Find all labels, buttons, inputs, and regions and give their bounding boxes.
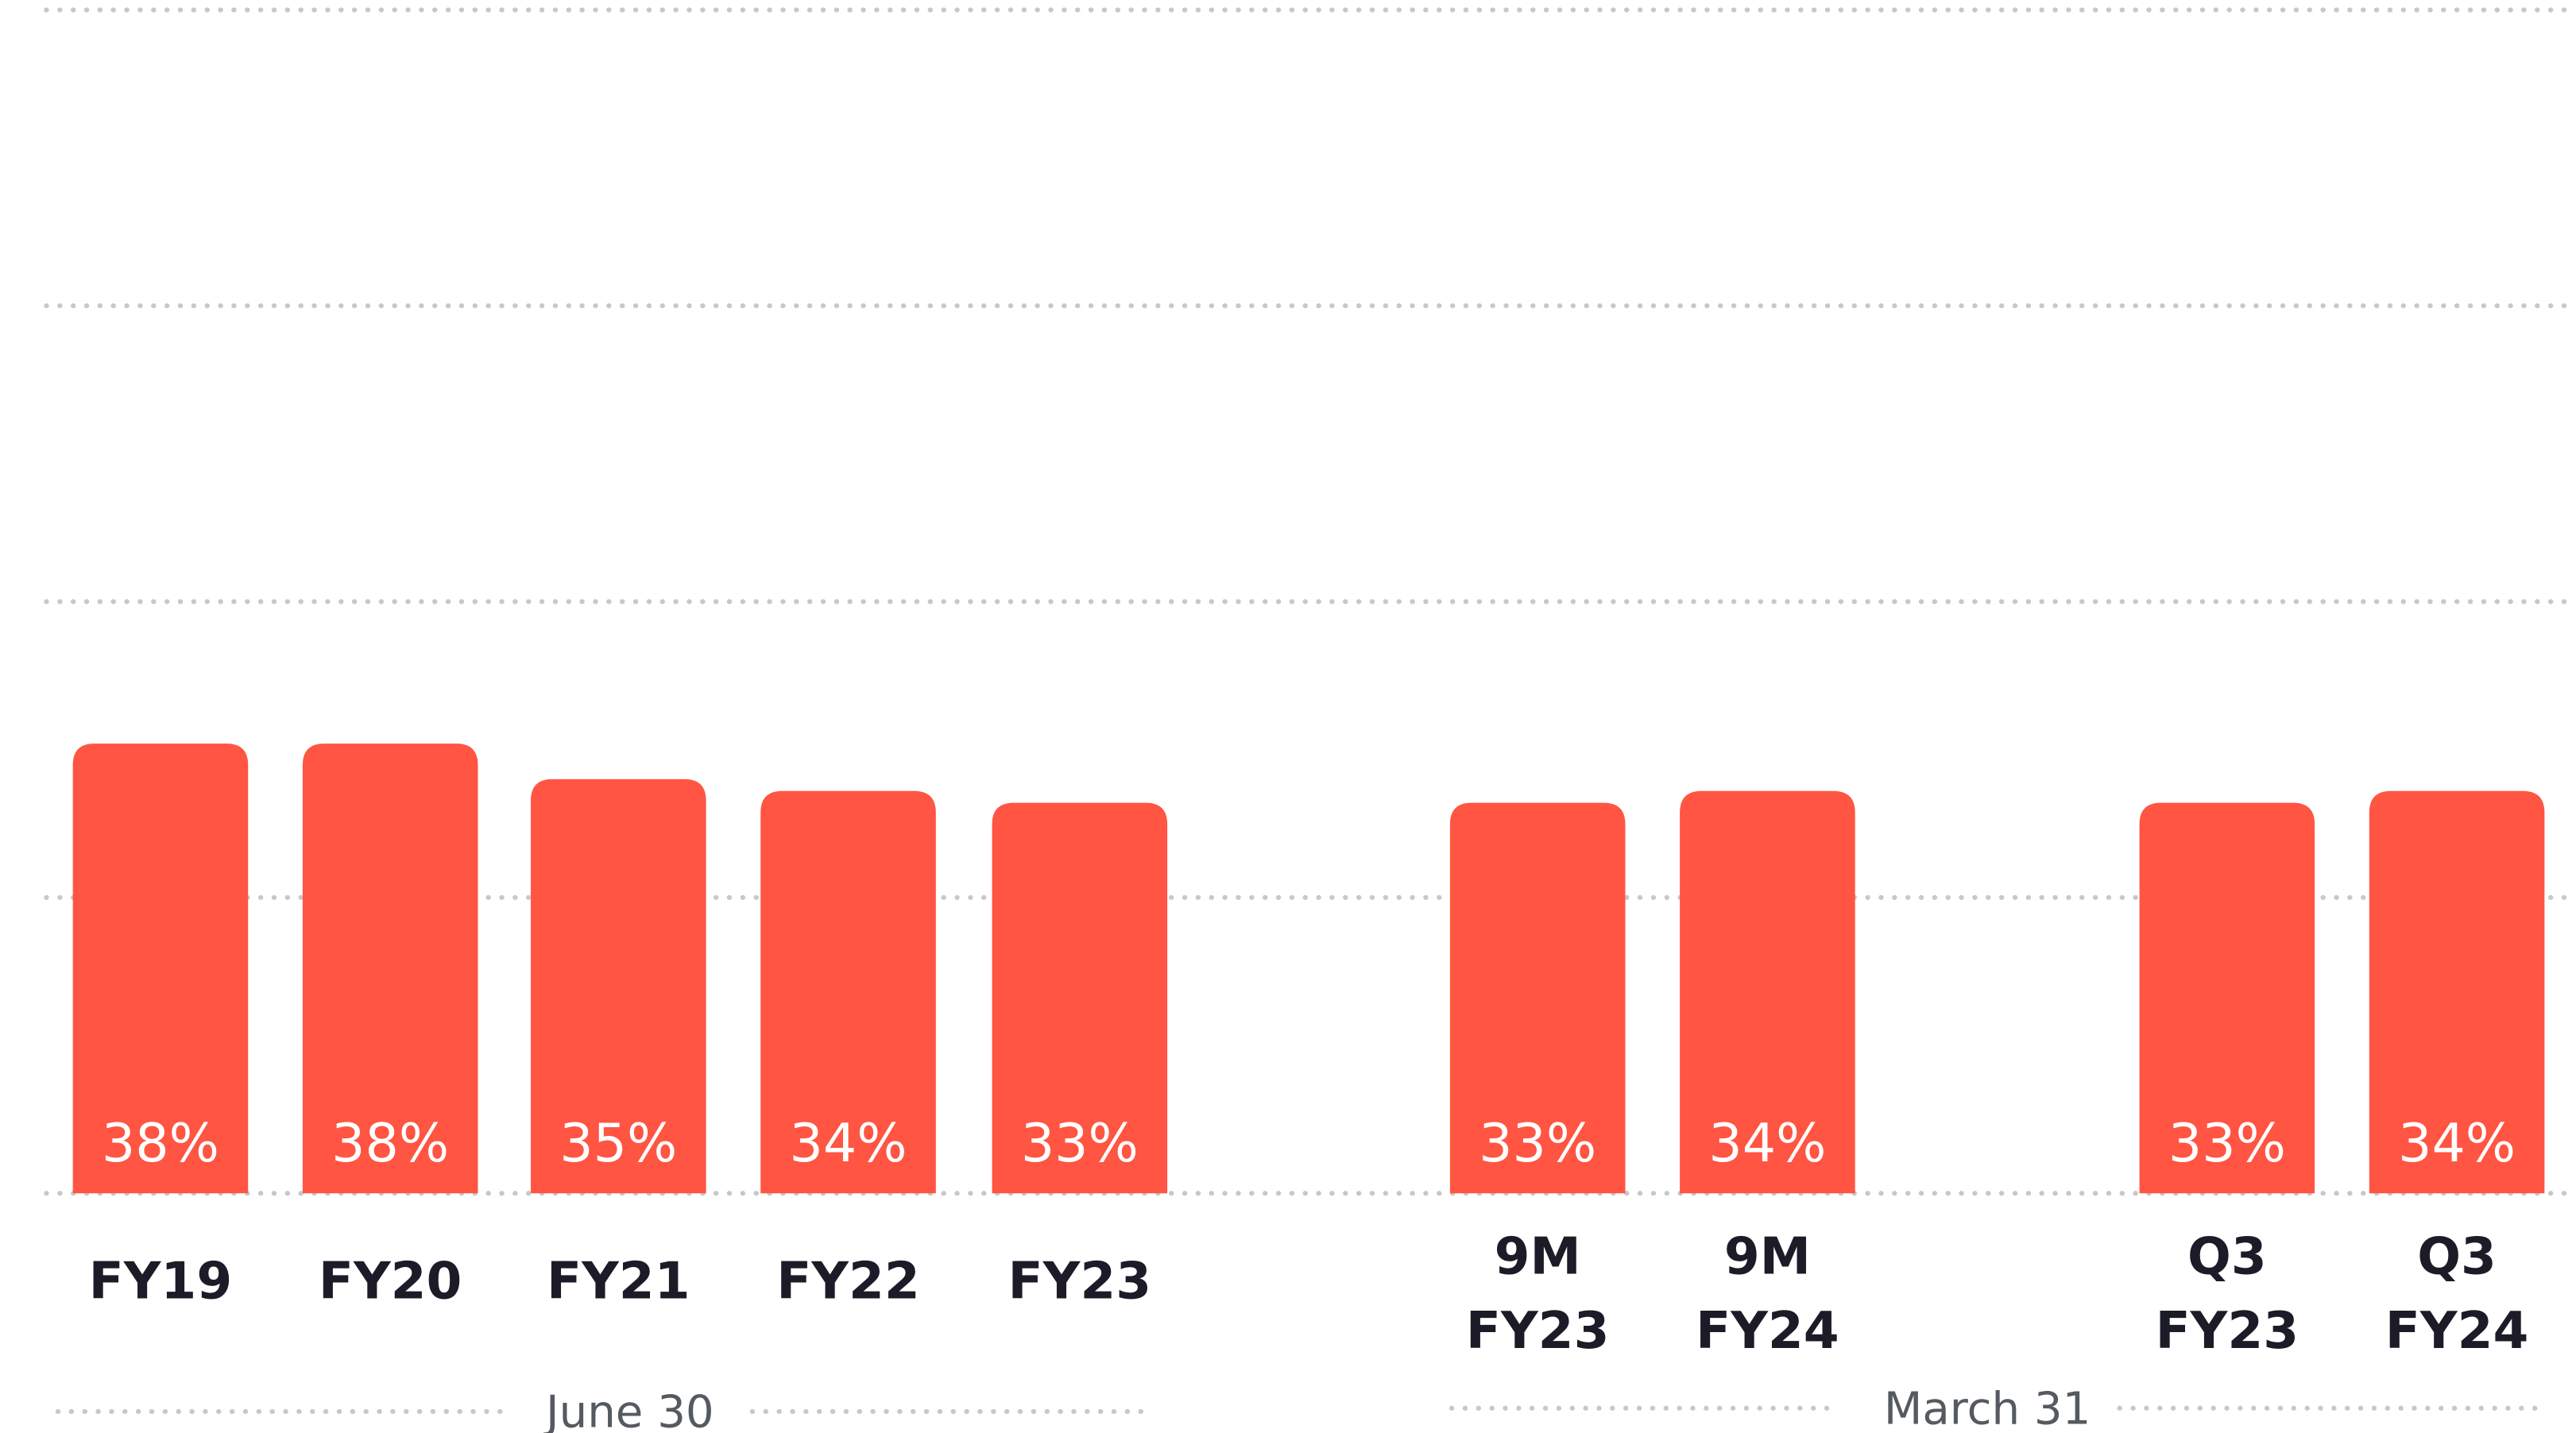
value-label: 34%	[2398, 1112, 2516, 1174]
bar	[760, 790, 936, 1194]
value-label: 33%	[1021, 1112, 1139, 1174]
x-tick-label: FY19	[89, 1251, 233, 1311]
x-tick-label: FY21	[547, 1251, 690, 1311]
value-label: 38%	[102, 1112, 219, 1174]
bar	[1449, 802, 1626, 1194]
bar	[302, 744, 478, 1194]
value-label: 34%	[790, 1112, 907, 1174]
x-tick-label: 9M FY24	[1696, 1226, 1839, 1361]
value-label: 33%	[1479, 1112, 1596, 1174]
bar	[72, 744, 249, 1194]
x-tick-label: 9M FY23	[1466, 1226, 1610, 1361]
bar	[531, 778, 706, 1194]
value-label: 34%	[1708, 1112, 1826, 1174]
value-label: 38%	[331, 1112, 449, 1174]
value-label: 33%	[2168, 1112, 2286, 1174]
x-tick-label: FY20	[319, 1251, 462, 1311]
x-tick-label: Q3 FY24	[2385, 1226, 2529, 1361]
bar	[2369, 790, 2545, 1194]
x-tick-label: Q3 FY23	[2156, 1226, 2299, 1361]
group-label: June 30	[543, 1387, 714, 1433]
group-label: March 31	[1884, 1384, 2091, 1433]
bar	[2139, 802, 2315, 1194]
bar	[1680, 790, 1855, 1194]
bar	[992, 802, 1168, 1194]
x-tick-label: FY22	[776, 1251, 920, 1311]
x-tick-label: FY23	[1008, 1251, 1152, 1311]
value-label: 35%	[559, 1112, 677, 1174]
